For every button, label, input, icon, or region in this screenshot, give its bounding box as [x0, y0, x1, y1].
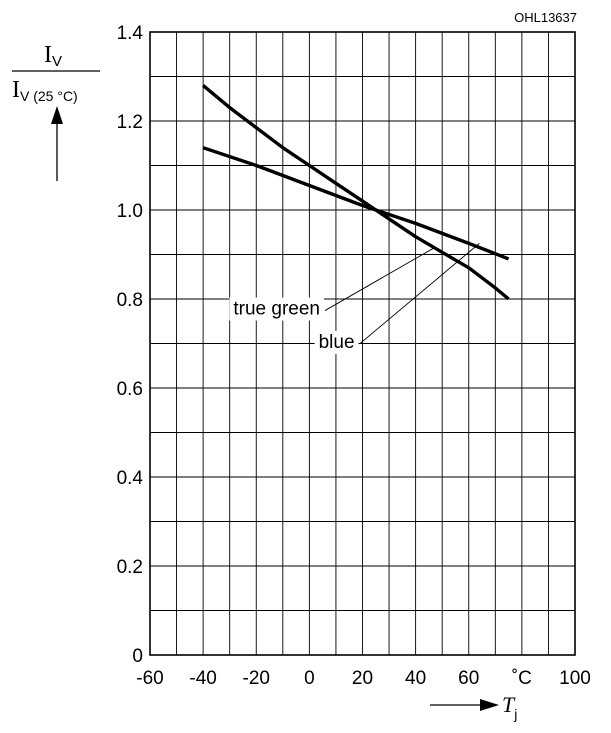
- plot-frame: [149, 31, 576, 656]
- y-tick-label: 1.2: [117, 112, 143, 133]
- x-label-sub: j: [513, 706, 517, 722]
- y-label-numerator-main: I: [44, 42, 52, 68]
- y-label-denominator-sub: V (25 °C): [20, 88, 78, 104]
- series-line-blue: [202, 146, 510, 261]
- x-label-arrow-head: [480, 699, 499, 711]
- x-tick-label: 20: [352, 668, 373, 689]
- x-tick-label: 40: [405, 668, 426, 689]
- x-tick-label: -60: [136, 668, 163, 689]
- x-tick-label: -20: [243, 668, 270, 689]
- y-label-numerator: IV: [44, 42, 62, 70]
- x-tick-label: 0: [304, 668, 315, 689]
- annotations: true green blue: [229, 243, 480, 354]
- figure-id: OHL13637: [514, 10, 577, 25]
- y-label-arrow-head: [51, 106, 63, 124]
- x-tick-label: 100: [559, 668, 591, 689]
- annotation-label-background: [314, 330, 359, 354]
- y-tick-label: 0.8: [117, 290, 143, 311]
- annotation-leader-line: [324, 247, 435, 311]
- y-tick-labels: 0 0.2 0.4 0.6 0.8 1.0 1.2 1.4: [117, 23, 144, 667]
- x-label-text: Tj: [502, 692, 517, 722]
- y-label-denominator: IV (25 °C): [12, 77, 78, 104]
- x-tick-label: -40: [189, 668, 216, 689]
- y-tick-label: 1.4: [117, 23, 144, 44]
- series-line-true-green: [202, 84, 510, 301]
- y-label-denominator-main: I: [12, 77, 20, 103]
- x-tick-label: 60: [458, 668, 479, 689]
- annotation-leader-line: [359, 243, 480, 345]
- y-tick-label: 0.4: [117, 468, 144, 489]
- grid: [150, 32, 575, 655]
- y-tick-label: 0.2: [117, 557, 143, 578]
- y-tick-label: 0: [132, 646, 143, 667]
- y-label-numerator-sub: V: [52, 53, 62, 70]
- x-label-main: T: [502, 692, 516, 717]
- annotation-label: true green: [233, 299, 320, 320]
- x-tick-labels: -60 -40 -20 0 20 40 60 ˚C 100: [136, 668, 591, 689]
- x-tick-label: ˚C: [512, 668, 532, 689]
- x-axis-label: Tj: [430, 692, 517, 722]
- y-tick-label: 1.0: [117, 201, 143, 222]
- annotation-label-background: [229, 297, 324, 321]
- series-lines: [202, 84, 510, 301]
- annotation-label: blue: [319, 332, 355, 353]
- y-axis-label: IV IV (25 °C): [12, 42, 100, 181]
- y-tick-label: 0.6: [117, 379, 143, 400]
